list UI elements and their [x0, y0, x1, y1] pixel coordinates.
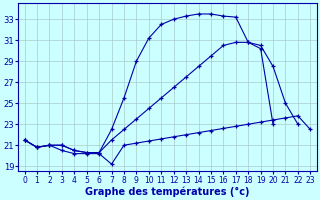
- X-axis label: Graphe des températures (°c): Graphe des températures (°c): [85, 186, 250, 197]
